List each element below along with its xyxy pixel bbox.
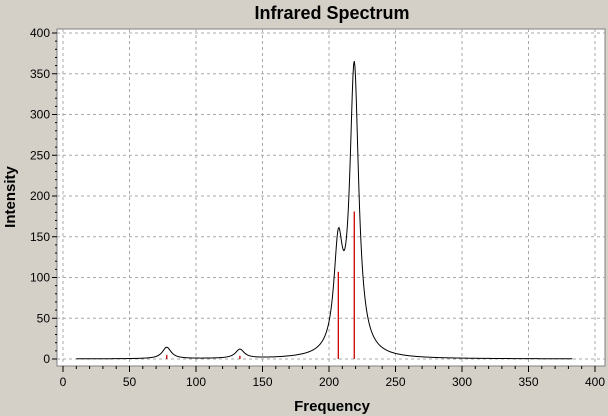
y-tick-label: 300 bbox=[30, 108, 50, 122]
y-tick-label: 200 bbox=[30, 189, 50, 203]
y-tick-label: 150 bbox=[30, 230, 50, 244]
x-tick-label: 50 bbox=[123, 375, 137, 389]
x-tick-label: 0 bbox=[60, 375, 67, 389]
x-tick-label: 150 bbox=[252, 375, 272, 389]
grid-lines bbox=[57, 29, 605, 366]
spectrum-curve bbox=[76, 61, 573, 360]
plot-area bbox=[56, 28, 606, 367]
y-tick-label: 250 bbox=[30, 148, 50, 162]
stick-series bbox=[166, 211, 355, 359]
x-tick-label: 100 bbox=[186, 375, 206, 389]
x-axis: 0 50 100 150 200 250 300 350 400 bbox=[60, 366, 605, 389]
x-tick-label: 200 bbox=[319, 375, 339, 389]
y-tick-label: 100 bbox=[30, 271, 50, 285]
y-tick-label: 0 bbox=[43, 352, 50, 366]
y-tick-label: 400 bbox=[30, 26, 50, 40]
x-tick-label: 250 bbox=[385, 375, 405, 389]
x-axis-label: Frequency bbox=[294, 398, 371, 415]
y-tick-label: 350 bbox=[30, 67, 50, 81]
y-axis: 0 50 100 150 200 250 300 350 400 bbox=[30, 26, 57, 366]
y-axis-label: Intensity bbox=[2, 166, 19, 228]
x-tick-label: 300 bbox=[452, 375, 472, 389]
chart-title: Infrared Spectrum bbox=[254, 3, 409, 23]
x-tick-label: 400 bbox=[585, 375, 605, 389]
y-tick-label: 50 bbox=[37, 311, 51, 325]
x-tick-label: 350 bbox=[518, 375, 538, 389]
